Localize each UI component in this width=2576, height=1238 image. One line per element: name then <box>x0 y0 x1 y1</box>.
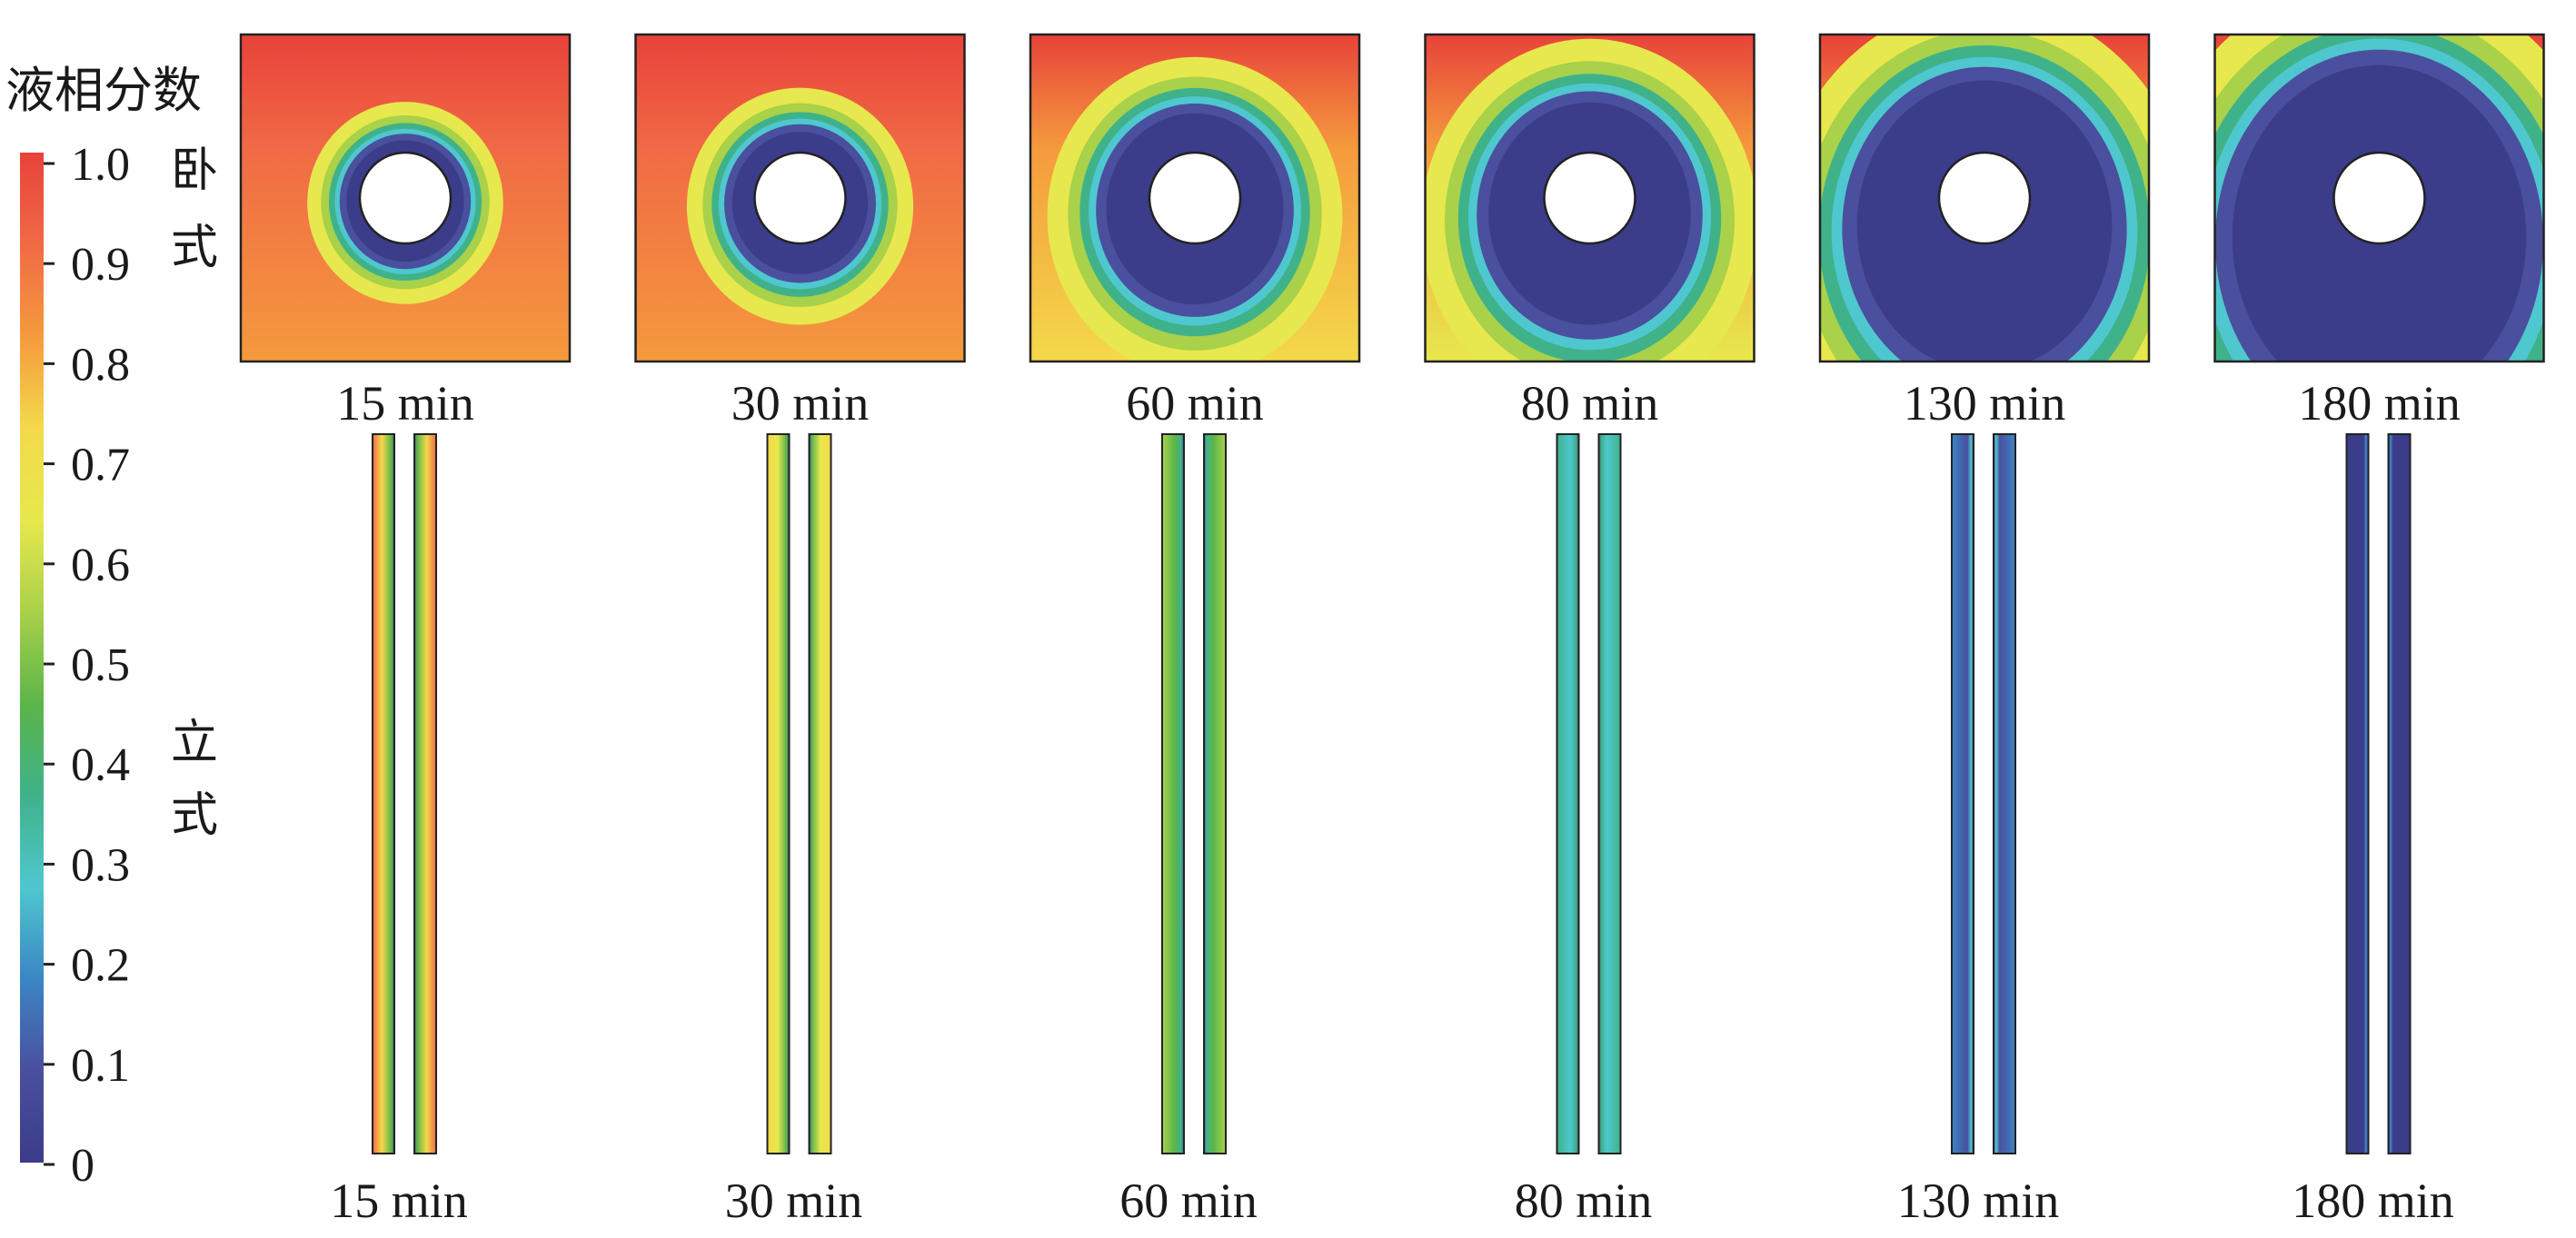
heat-tube <box>2332 151 2426 245</box>
horizontal-panel: 15 min <box>239 33 572 431</box>
colorbar-tick-label: 0.2 <box>71 940 130 992</box>
vertical-channel <box>1161 433 1185 1154</box>
colorbar-tick-label: 0.9 <box>71 239 130 291</box>
horizontal-panel-frame <box>1818 33 2151 363</box>
vertical-channel <box>808 433 832 1154</box>
horizontal-panel-time-label: 30 min <box>731 376 870 431</box>
colorbar-tick-label: 0.1 <box>71 1040 130 1092</box>
vertical-panel: 30 min <box>725 433 863 1228</box>
vertical-channel <box>372 433 395 1154</box>
colorbar-tick-label: 0.4 <box>71 739 130 791</box>
horizontal-panel: 80 min <box>1424 33 1755 431</box>
horizontal-panels: 15 min 30 min 60 min 80 min 130 min 180 min <box>239 33 2545 431</box>
row-label-vertical-char-2: 式 <box>171 788 218 843</box>
horizontal-panel-frame <box>1029 33 1361 363</box>
row-label-horizontal: 卧 式 <box>171 144 218 275</box>
colorbar-tick-label: 0 <box>71 1140 94 1192</box>
vertical-panel: 130 min <box>1897 433 2060 1228</box>
horizontal-panel: 130 min <box>1818 33 2151 431</box>
heat-tube <box>753 151 847 245</box>
vertical-panel-time-label: 180 min <box>2292 1174 2454 1228</box>
vertical-panel-time-label: 80 min <box>1515 1174 1653 1228</box>
vertical-channel <box>2387 433 2412 1154</box>
colorbar-tick-label: 0.5 <box>71 639 130 691</box>
vertical-channel <box>2345 433 2370 1154</box>
horizontal-panel: 60 min <box>1029 33 1361 431</box>
vertical-channel <box>1597 433 1622 1154</box>
row-label-horizontal-char-2: 式 <box>171 221 218 275</box>
colorbar-gradient <box>20 153 44 1163</box>
vertical-channel <box>1556 433 1580 1154</box>
colorbar-title: 液相分数 <box>5 62 202 119</box>
vertical-channel <box>413 433 437 1154</box>
vertical-panel-time-label: 60 min <box>1119 1174 1258 1228</box>
horizontal-panel-frame <box>239 33 572 363</box>
colorbar: 液相分数 1.0 0.9 0.8 0.7 0.6 0.5 0.4 0.3 0.2 0.1 0 <box>5 62 202 1192</box>
vertical-panel: 60 min <box>1119 433 1258 1228</box>
heat-tube <box>1937 151 2032 245</box>
vertical-panel-time-label: 130 min <box>1897 1174 2060 1228</box>
vertical-panel: 15 min <box>330 433 468 1228</box>
row-label-vertical: 立 式 <box>171 716 218 843</box>
vertical-panel: 80 min <box>1515 433 1653 1228</box>
colorbar-tick-label: 0.3 <box>71 839 130 891</box>
colorbar-tick-label: 1.0 <box>71 139 130 191</box>
horizontal-panel-frame <box>634 33 966 363</box>
horizontal-panel-frame <box>2213 33 2545 363</box>
vertical-panel-time-label: 30 min <box>725 1174 863 1228</box>
horizontal-panel: 180 min <box>2213 33 2545 431</box>
colorbar-tick-label: 0.6 <box>71 540 130 591</box>
horizontal-panel-time-label: 60 min <box>1126 376 1264 431</box>
horizontal-panel-time-label: 180 min <box>2298 376 2461 431</box>
vertical-panels: 15 min 30 min 60 min 80 min 130 min 180 min <box>330 433 2454 1228</box>
colorbar-tick-label: 0.7 <box>71 440 130 491</box>
colorbar-tick-label: 0.8 <box>71 339 130 391</box>
vertical-channel <box>1951 433 1974 1154</box>
horizontal-panel-time-label: 80 min <box>1521 376 1659 431</box>
colorbar-ticks: 1.0 0.9 0.8 0.7 0.6 0.5 0.4 0.3 0.2 0.1 0 <box>44 139 130 1192</box>
horizontal-panel-time-label: 130 min <box>1904 376 2066 431</box>
vertical-channel <box>1203 433 1227 1154</box>
heat-tube <box>1148 151 1242 245</box>
heat-tube <box>1543 151 1636 245</box>
horizontal-panel-time-label: 15 min <box>336 376 474 431</box>
vertical-channel <box>766 433 791 1154</box>
row-label-vertical-char-1: 立 <box>171 716 218 770</box>
row-label-horizontal-char-1: 卧 <box>171 144 218 198</box>
vertical-channel <box>1993 433 2016 1154</box>
vertical-panel: 180 min <box>2292 433 2454 1228</box>
vertical-panel-time-label: 15 min <box>330 1174 468 1228</box>
heat-tube <box>358 151 453 245</box>
horizontal-panel-frame <box>1424 33 1755 363</box>
horizontal-panel: 30 min <box>634 33 966 431</box>
